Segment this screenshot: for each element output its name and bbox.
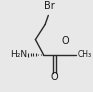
Text: Br: Br: [44, 1, 54, 11]
Text: O: O: [51, 72, 59, 82]
Text: H₂N: H₂N: [10, 50, 28, 59]
Text: CH₃: CH₃: [78, 50, 92, 59]
Text: O: O: [61, 36, 69, 46]
